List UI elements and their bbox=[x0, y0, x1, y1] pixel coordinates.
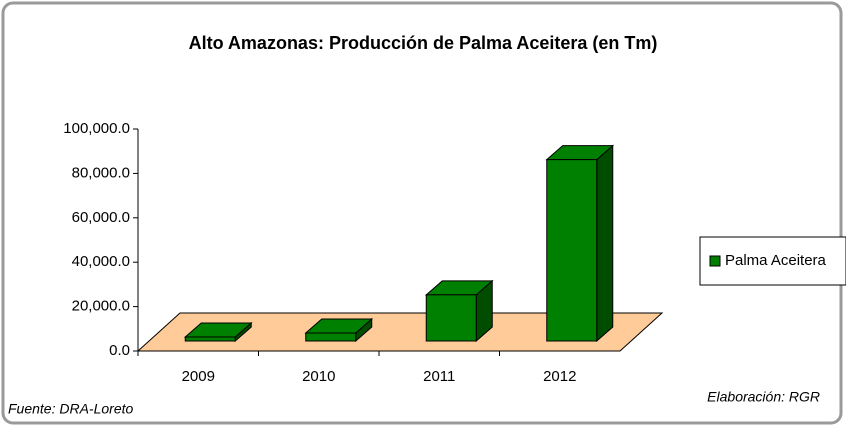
legend bbox=[699, 236, 846, 286]
bar bbox=[184, 336, 236, 342]
y-tick-label: 20,000.0 bbox=[72, 298, 130, 315]
x-tick-label: 2010 bbox=[302, 368, 335, 385]
y-tick-label: 100,000.0 bbox=[63, 120, 130, 137]
y-tick-label: 80,000.0 bbox=[72, 164, 130, 181]
legend-label: Palma Aceitera bbox=[725, 252, 827, 269]
floor bbox=[136, 312, 664, 352]
bar-side bbox=[596, 144, 614, 343]
legend-swatch bbox=[709, 255, 721, 267]
bar bbox=[546, 159, 598, 342]
y-tick-label: 60,000.0 bbox=[72, 209, 130, 226]
y-tick-label: 40,000.0 bbox=[72, 253, 130, 270]
chart-title: Alto Amazonas: Producción de Palma Aceit… bbox=[189, 33, 658, 53]
x-tick-label: 2009 bbox=[182, 368, 215, 385]
x-tick-label: 2012 bbox=[543, 368, 576, 385]
source-note: Fuente: DRA-Loreto bbox=[8, 401, 133, 417]
y-tick-label: 0.0 bbox=[109, 342, 130, 359]
credit-note: Elaboración: RGR bbox=[707, 389, 820, 405]
bar bbox=[305, 332, 357, 342]
bar bbox=[425, 294, 477, 342]
x-tick-label: 2011 bbox=[423, 368, 455, 385]
